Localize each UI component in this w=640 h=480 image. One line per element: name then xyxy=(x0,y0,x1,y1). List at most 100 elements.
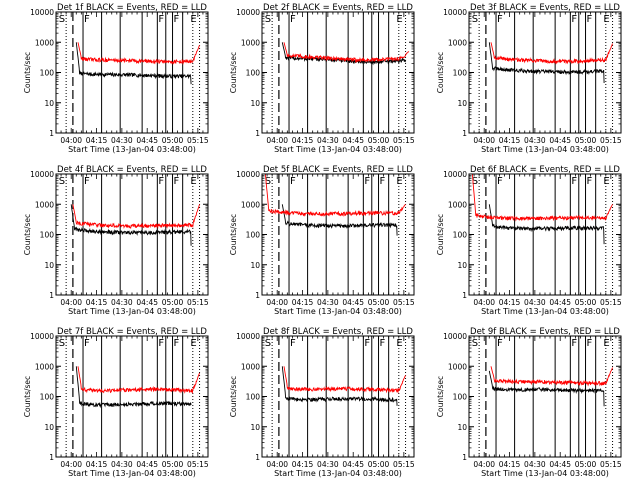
x-tick-label: 04:45 xyxy=(136,460,158,469)
x-tick-label: 04:15 xyxy=(292,136,314,145)
x-tick-label: 05:15 xyxy=(187,460,209,469)
x-tick-label: 04:15 xyxy=(292,460,314,469)
series-events-line xyxy=(70,204,192,246)
y-tick-label: 1 xyxy=(255,129,260,138)
panel-title: Det 3f BLACK = Events, RED = LLD xyxy=(470,3,620,13)
y-tick-label: 10000 xyxy=(236,170,260,179)
x-tick-label: 04:45 xyxy=(549,298,571,307)
x-tick-label: 05:15 xyxy=(600,136,622,145)
plot-frame xyxy=(261,173,415,296)
flag-label: S xyxy=(265,14,271,25)
x-tick-label: 04:30 xyxy=(317,460,339,469)
flag-label: F xyxy=(571,176,577,187)
flag-label: F xyxy=(380,338,386,349)
x-tick-label: 04:30 xyxy=(111,298,133,307)
series-events-line xyxy=(488,204,605,245)
y-tick-label: 100 xyxy=(246,393,261,402)
y-tick-label: 1000 xyxy=(241,200,260,209)
flag-label: F xyxy=(290,14,296,25)
x-tick-label: 04:30 xyxy=(524,460,546,469)
x-tick-label: 04:30 xyxy=(524,136,546,145)
y-tick-label: 1 xyxy=(49,453,54,462)
flag-label: F xyxy=(380,176,386,187)
x-tick-label: 04:15 xyxy=(292,298,314,307)
y-tick-label: 100 xyxy=(246,231,261,240)
x-tick-label: 05:15 xyxy=(187,136,209,145)
series-events-line xyxy=(281,42,406,66)
x-axis-label: Start Time (13-Jan-04 03:48:00) xyxy=(68,145,196,154)
x-tick-label: 04:15 xyxy=(499,298,521,307)
x-axis-label: Start Time (13-Jan-04 03:48:00) xyxy=(481,145,609,154)
x-tick-label: 04:15 xyxy=(499,136,521,145)
x-tick-label: 05:00 xyxy=(162,298,184,307)
x-tick-label: 04:00 xyxy=(60,298,82,307)
y-tick-label: 100 xyxy=(453,231,468,240)
x-tick-label: 04:00 xyxy=(266,298,288,307)
panel-title: Det 7f BLACK = Events, RED = LLD xyxy=(57,327,207,337)
y-tick-label: 100 xyxy=(453,393,468,402)
y-tick-label: 100 xyxy=(40,69,55,78)
series-events-line xyxy=(488,42,605,84)
y-tick-label: 100 xyxy=(40,231,55,240)
x-tick-label: 05:15 xyxy=(600,298,622,307)
x-tick-label: 04:45 xyxy=(342,298,364,307)
x-tick-label: 05:00 xyxy=(162,136,184,145)
flag-label: E xyxy=(396,176,402,187)
y-axis-label: Counts/sec xyxy=(229,214,238,255)
x-tick-label: 05:00 xyxy=(368,298,390,307)
x-tick-label: 05:00 xyxy=(162,460,184,469)
x-tick-label: 04:30 xyxy=(111,136,133,145)
flag-label: E xyxy=(603,338,609,349)
panel-title: Det 5f BLACK = Events, RED = LLD xyxy=(263,165,413,175)
x-axis-label: Start Time (13-Jan-04 03:48:00) xyxy=(481,307,609,316)
flag-label: F xyxy=(174,14,180,25)
x-tick-label: 04:00 xyxy=(266,460,288,469)
flag-label: S xyxy=(265,176,271,187)
x-tick-label: 05:00 xyxy=(575,136,597,145)
y-tick-label: 100 xyxy=(40,393,55,402)
series-lld-line xyxy=(264,173,406,217)
y-axis-label: Counts/sec xyxy=(229,52,238,93)
y-axis-label: Counts/sec xyxy=(23,214,32,255)
flag-label: E xyxy=(396,14,402,25)
x-tick-label: 05:00 xyxy=(368,136,390,145)
series-lld-line xyxy=(490,366,614,387)
flag-label: S xyxy=(472,14,478,25)
x-tick-label: 04:00 xyxy=(473,136,495,145)
flag-label: S xyxy=(472,338,478,349)
y-tick-label: 10000 xyxy=(236,8,260,17)
y-tick-label: 1000 xyxy=(448,362,467,371)
plot-frame xyxy=(261,11,415,134)
y-axis-label: Counts/sec xyxy=(436,52,445,93)
x-tick-label: 05:15 xyxy=(600,460,622,469)
x-tick-label: 04:15 xyxy=(86,460,108,469)
flag-label: F xyxy=(497,176,503,187)
y-tick-label: 10 xyxy=(44,423,54,432)
flag-label: F xyxy=(158,14,164,25)
series-events-line xyxy=(75,42,192,85)
flag-label: F xyxy=(587,176,593,187)
x-tick-label: 05:15 xyxy=(393,460,415,469)
flag-label: E xyxy=(190,338,196,349)
panel-title: Det 6f BLACK = Events, RED = LLD xyxy=(470,165,620,175)
y-axis-label: Counts/sec xyxy=(229,376,238,417)
x-tick-label: 04:45 xyxy=(342,136,364,145)
x-axis-label: Start Time (13-Jan-04 03:48:00) xyxy=(68,307,196,316)
flag-label: S xyxy=(59,176,65,187)
x-tick-label: 04:30 xyxy=(111,460,133,469)
y-tick-label: 1000 xyxy=(35,200,54,209)
flag-label: S xyxy=(265,338,271,349)
y-tick-label: 10 xyxy=(457,261,467,270)
flag-label: S xyxy=(59,14,65,25)
y-tick-label: 10000 xyxy=(443,170,467,179)
y-tick-label: 1 xyxy=(49,129,54,138)
y-tick-label: 1000 xyxy=(448,38,467,47)
flag-label: F xyxy=(84,338,90,349)
y-tick-label: 10000 xyxy=(30,170,54,179)
flag-label: F xyxy=(587,338,593,349)
panel-title: Det 1f BLACK = Events, RED = LLD xyxy=(57,3,207,13)
flag-label: F xyxy=(364,176,370,187)
series-events-line xyxy=(281,204,398,236)
